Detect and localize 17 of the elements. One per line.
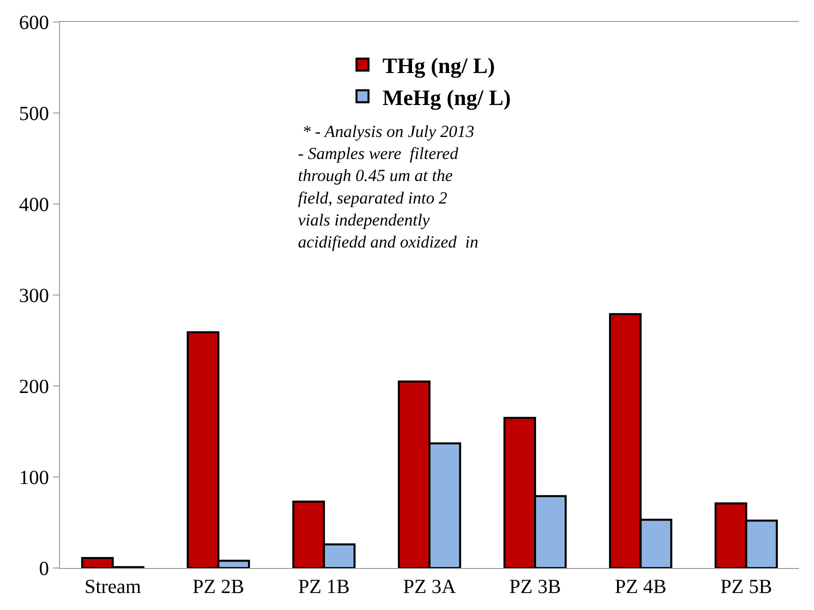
y-tick-label: 400 <box>19 194 49 216</box>
legend-label: THg (ng/ L) <box>382 53 495 78</box>
x-tick-label: PZ 3B <box>509 576 561 598</box>
x-tick-label: PZ 5B <box>720 576 772 598</box>
y-tick-label: 200 <box>19 376 49 398</box>
x-tick-label: PZ 3A <box>403 576 456 598</box>
y-tick-label: 300 <box>19 285 49 307</box>
x-tick-label: PZ 2B <box>192 576 244 598</box>
y-tick-label: 500 <box>19 103 49 125</box>
annotation: * - Analysis on July 2013 - Samples were filtered through 0.45 um at the field, separated into 2 vials independently acidifiedd and oxidized in <box>298 122 478 252</box>
legend-label: MeHg (ng/ L) <box>382 84 511 110</box>
y-tick-label: 0 <box>39 558 49 580</box>
x-tick-label: PZ 1B <box>298 576 350 598</box>
y-tick-label: 600 <box>19 12 49 34</box>
x-tick-label: Stream <box>84 576 142 598</box>
x-tick-label: PZ 4B <box>614 576 666 598</box>
y-tick-label: 100 <box>19 467 49 489</box>
